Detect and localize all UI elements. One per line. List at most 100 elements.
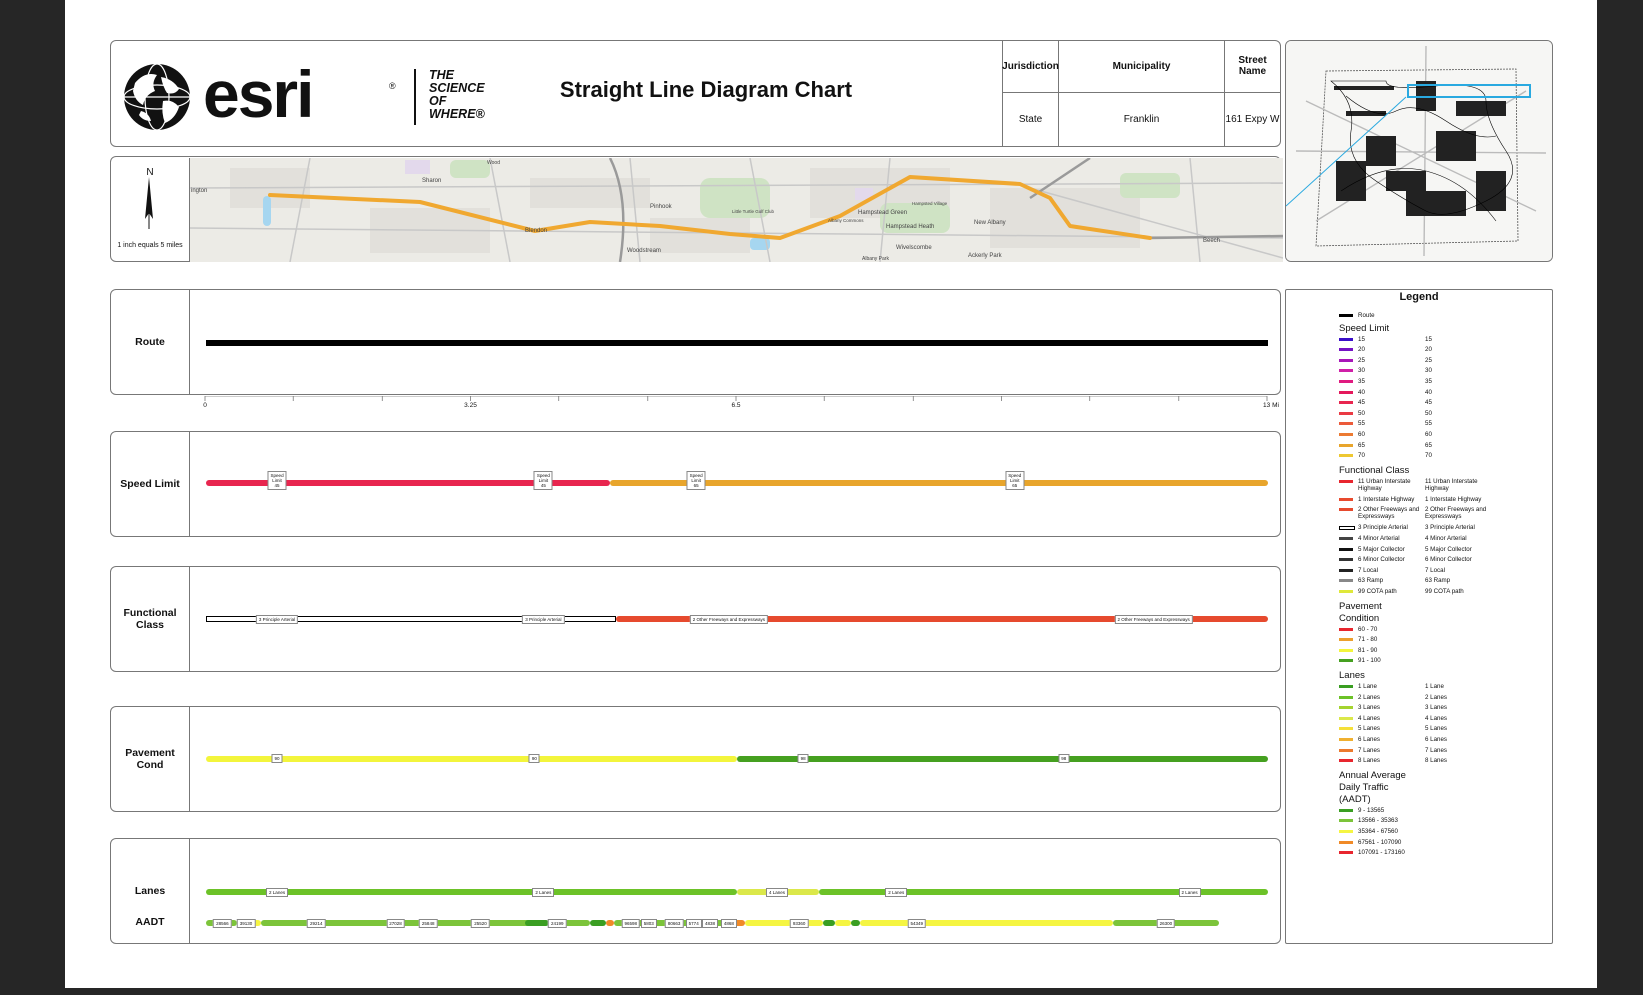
speed-limit-row: Speed Limit Speed Limit 45 Speed Limit 45 Spee… (110, 431, 1281, 537)
speed-tag-line: 45 (274, 483, 280, 488)
legend-item-label: 9 - 13565 (1358, 806, 1385, 814)
legend-item-value: 65 (1425, 441, 1432, 449)
legend-item-label: 50 (1358, 409, 1365, 417)
jurisdiction-value: State (1003, 93, 1059, 146)
overview-map-panel (1285, 40, 1553, 262)
logo-divider (414, 69, 416, 125)
legend-item: 7 Lanes 7 Lanes (1339, 747, 1539, 757)
legend-item: 20 20 (1339, 346, 1539, 356)
legend-swatch (1339, 808, 1353, 812)
lanes-tag: 2 Lanes (1178, 888, 1201, 897)
legend-heading: Annual Average Daily Traffic (AADT) (1339, 769, 1406, 805)
legend-swatch (1339, 390, 1353, 394)
legend-swatch (1339, 422, 1353, 426)
legend-item-value: 25 (1425, 356, 1432, 364)
route-row-label: Route (111, 290, 190, 394)
map-label: Hampstead Heath (886, 224, 934, 230)
legend-item: 6 Minor Collector 6 Minor Collector (1339, 556, 1539, 566)
legend-item-label: 81 - 90 (1358, 646, 1378, 654)
map-label: New Albany (974, 220, 1006, 226)
legend-item-label: 45 (1358, 399, 1365, 407)
aadt-label: AADT (135, 916, 165, 928)
lanes-aadt-label-cell (111, 839, 190, 943)
legend-item: 2 Lanes 2 Lanes (1339, 694, 1539, 704)
legend-item: 1 Interstate Highway 1 Interstate Highway (1339, 496, 1539, 506)
legend-item-value: 55 (1425, 420, 1432, 428)
aadt-segment (835, 920, 852, 926)
legend-swatch (1339, 433, 1353, 436)
aadt-tag: 93360 (789, 919, 809, 928)
north-arrow-icon (145, 177, 153, 229)
legend-swatch (1339, 411, 1353, 415)
speed-limit-tag: Speed Limit 65 (686, 471, 706, 490)
esri-logo: esri ® THE SCIENCE OF WHERE® (121, 57, 485, 135)
aadt-segment (822, 920, 836, 926)
speed-segment (610, 480, 1268, 486)
legend-item-label: 35364 - 67560 (1358, 828, 1398, 835)
legend-item-label: 13566 - 35363 (1358, 817, 1398, 825)
legend-item-label: 60 - 70 (1358, 625, 1378, 633)
lanes-tag: 2 Lanes (885, 888, 908, 897)
legend-swatch (1339, 358, 1353, 362)
pavement-cond-label: Pavement Cond (111, 707, 190, 811)
legend-swatch (1339, 840, 1353, 844)
legend-item-value: 40 (1425, 388, 1432, 396)
functional-class-segment (616, 616, 1268, 622)
overview-map (1286, 41, 1552, 261)
legend-item: 4 Minor Arterial 4 Minor Arterial (1339, 535, 1539, 545)
legend-item-value: 1 Interstate Highway (1425, 495, 1482, 503)
logo-registered-mark: ® (389, 81, 396, 91)
legend-item-label: 7 Local (1358, 566, 1378, 574)
pavement-cond-row: Pavement Cond 90 90 98 98 (110, 706, 1281, 812)
aadt-tag: 5803 (640, 919, 657, 928)
legend-swatch (1339, 443, 1353, 447)
legend-item-value: 2 Other Freeways and Expressways (1425, 506, 1487, 521)
pavement-tag: 90 (528, 754, 540, 763)
north-label: N (146, 167, 154, 178)
legend-item: 3 Principle Arterial 3 Principle Arterial (1339, 524, 1539, 534)
legend-title: Legend (1399, 291, 1439, 303)
functional-class-tag: 2 Other Freeways and Expressways (1114, 615, 1193, 624)
legend-item-value: 3 Principle Arterial (1425, 524, 1475, 532)
speed-limit-tag: Speed Limit 45 (267, 471, 287, 490)
functional-class-label: Functional Class (111, 567, 190, 671)
legend-swatch (1339, 851, 1353, 855)
legend-item: 13566 - 35363 (1339, 817, 1539, 827)
legend-swatch (1339, 558, 1353, 562)
map-label: Wood (487, 160, 500, 166)
legend-item: 99 COTA path 99 COTA path (1339, 588, 1539, 598)
map-label: Wivelscombe (896, 245, 932, 251)
legend-item: 60 - 70 (1339, 626, 1539, 636)
legend-item: 30 30 (1339, 367, 1539, 377)
speed-tag-line: Limit (272, 478, 282, 483)
aadt-segment (524, 920, 550, 926)
distance-axis (204, 396, 1268, 401)
legend-item-value: 3 Lanes (1425, 704, 1448, 712)
legend-item-value: 5 Major Collector (1425, 545, 1472, 553)
axis-tick-label: 3.25 (464, 402, 477, 409)
legend-item: 65 65 (1339, 442, 1539, 452)
globe-icon (123, 63, 191, 131)
speed-limit-label: Speed Limit (111, 432, 190, 536)
legend-swatch (1339, 659, 1353, 663)
header-panel: esri ® THE SCIENCE OF WHERE® Straight Li… (110, 40, 1281, 147)
municipality-header: Municipality (1059, 40, 1225, 93)
legend-item: 35364 - 67560 (1339, 828, 1539, 838)
legend-item-label: 65 (1358, 441, 1365, 449)
aadt-tag: 26300 (1156, 919, 1176, 928)
speed-tag-line: Speed (689, 473, 703, 478)
legend-swatch (1339, 369, 1353, 373)
route-map-graphic: ington Sharon Pinhook Blendon Hampstead … (190, 158, 1283, 262)
lanes-segment (206, 889, 737, 895)
speed-tag-line: 65 (1012, 483, 1018, 488)
legend-item: 35 35 (1339, 378, 1539, 388)
legend-item-label: 30 (1358, 367, 1365, 375)
speed-limit-tag: Speed Limit 45 (533, 471, 553, 490)
legend-item: 3 Lanes 3 Lanes (1339, 704, 1539, 714)
legend-item: 25 25 (1339, 357, 1539, 367)
legend-item-label: 2 Lanes (1358, 693, 1381, 701)
aadt-tag: 28566 (213, 919, 232, 928)
legend-item-label: 60 (1358, 431, 1365, 438)
legend-swatch (1339, 401, 1353, 405)
legend-item: 91 - 100 (1339, 657, 1539, 667)
